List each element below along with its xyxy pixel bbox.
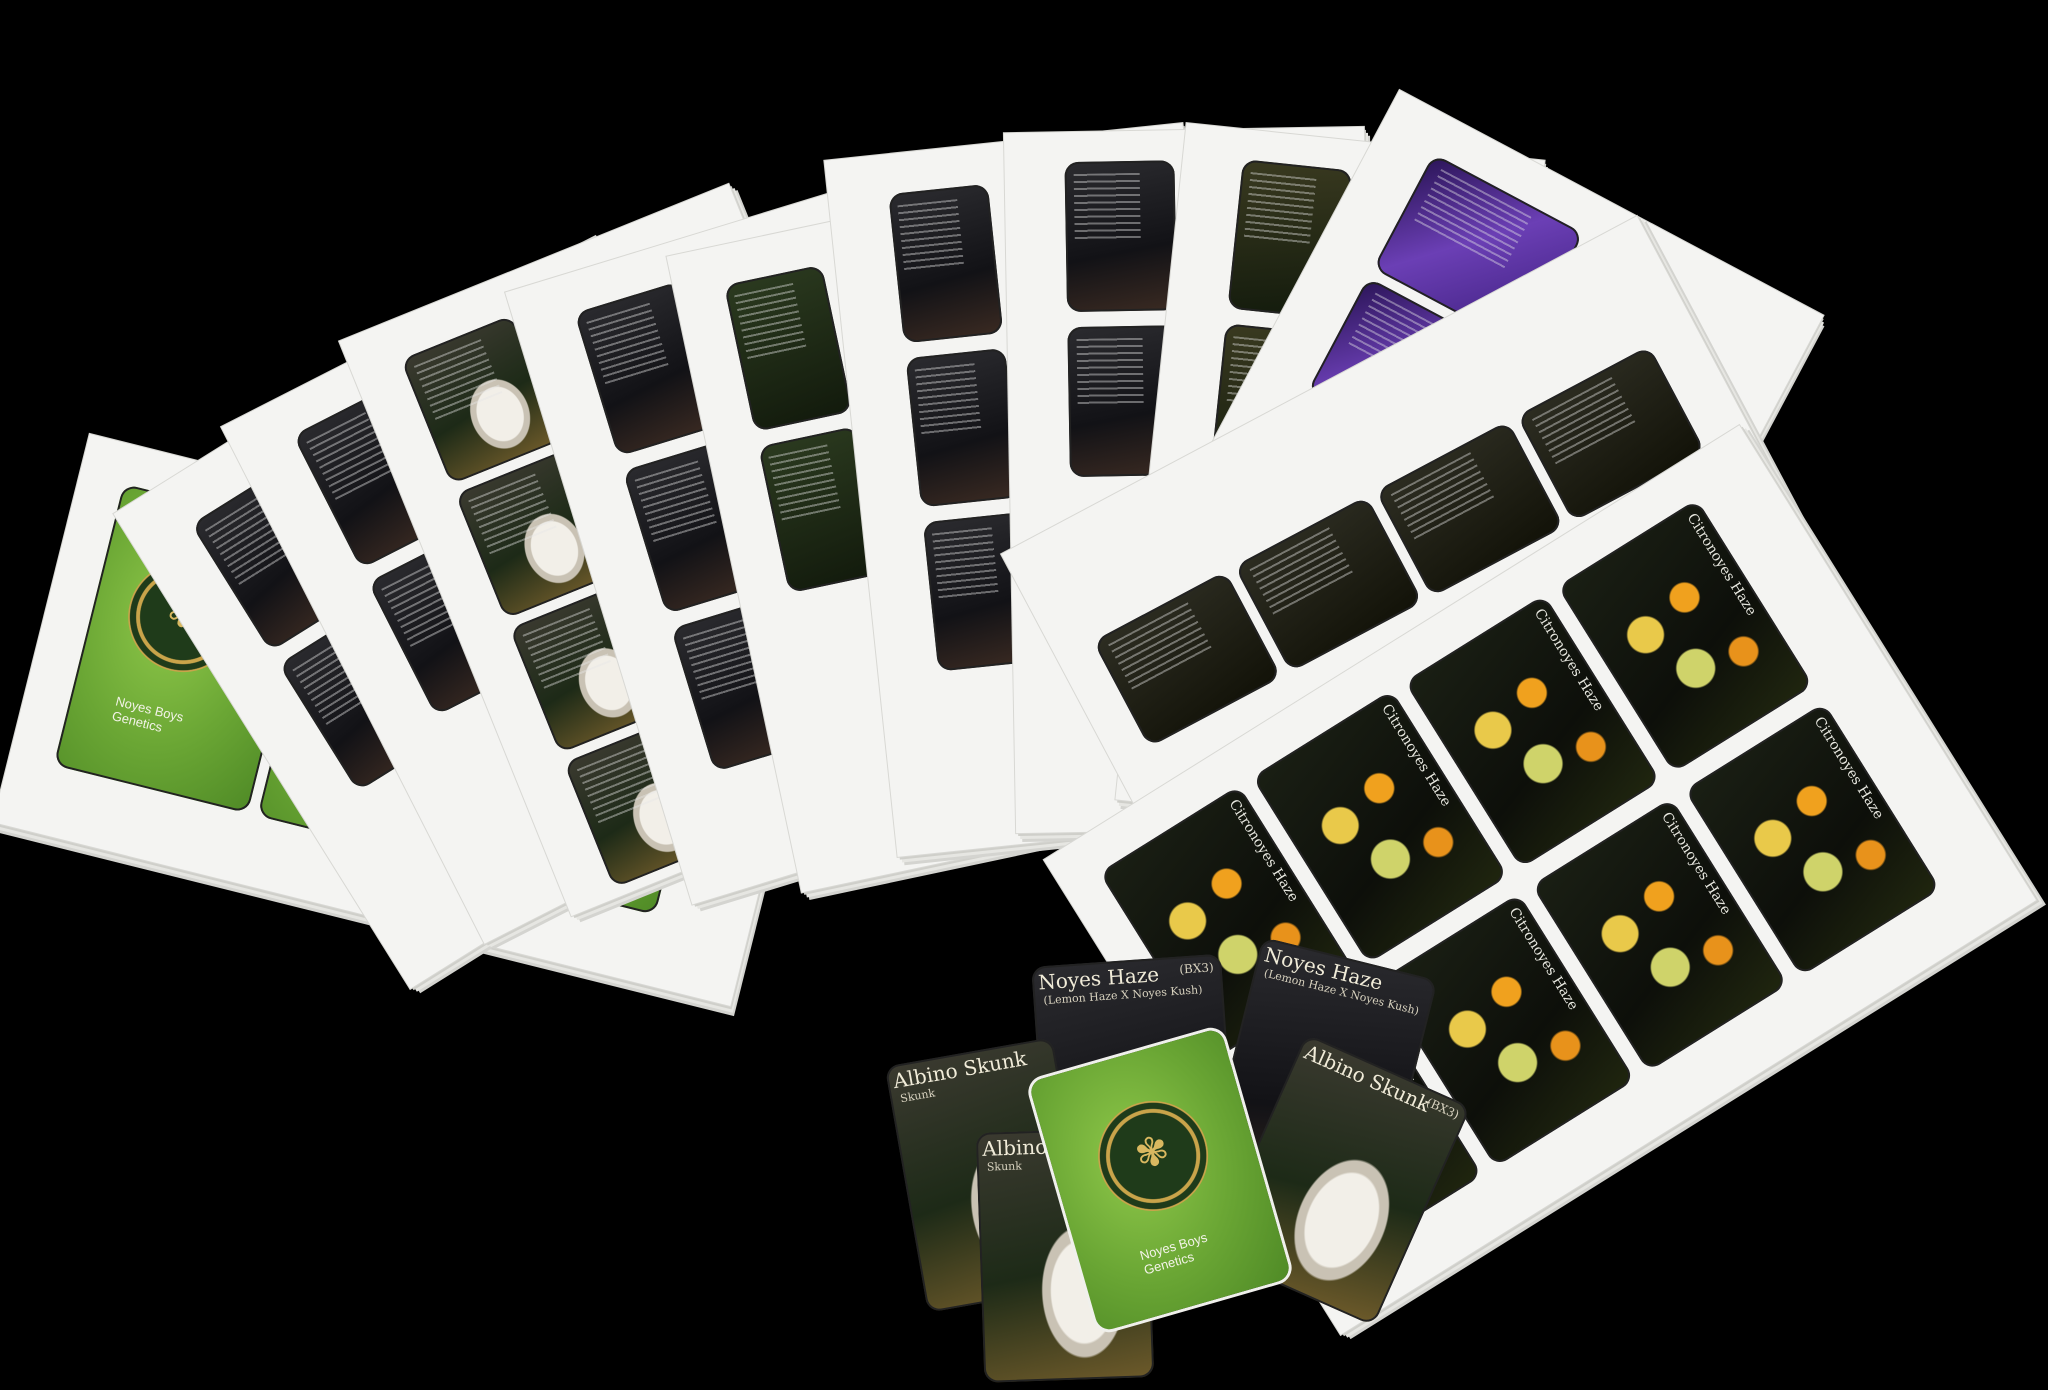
card bbox=[1064, 160, 1178, 313]
card-tag: (BX3) bbox=[1178, 960, 1215, 977]
card-title: Citronoyes Haze bbox=[1810, 714, 1887, 823]
card-sub: Skunk bbox=[986, 1159, 1023, 1174]
card bbox=[723, 264, 853, 433]
card bbox=[905, 347, 1021, 508]
card-tag: (BX3) bbox=[1424, 1095, 1462, 1122]
card-title: Citronoyes Haze bbox=[1683, 510, 1760, 619]
card-title: Albino Skunk bbox=[891, 1046, 1029, 1094]
card bbox=[888, 183, 1004, 344]
seal-icon: ✾ bbox=[1085, 1087, 1222, 1224]
cannabis-leaf-icon: ✾ bbox=[1130, 1127, 1175, 1179]
